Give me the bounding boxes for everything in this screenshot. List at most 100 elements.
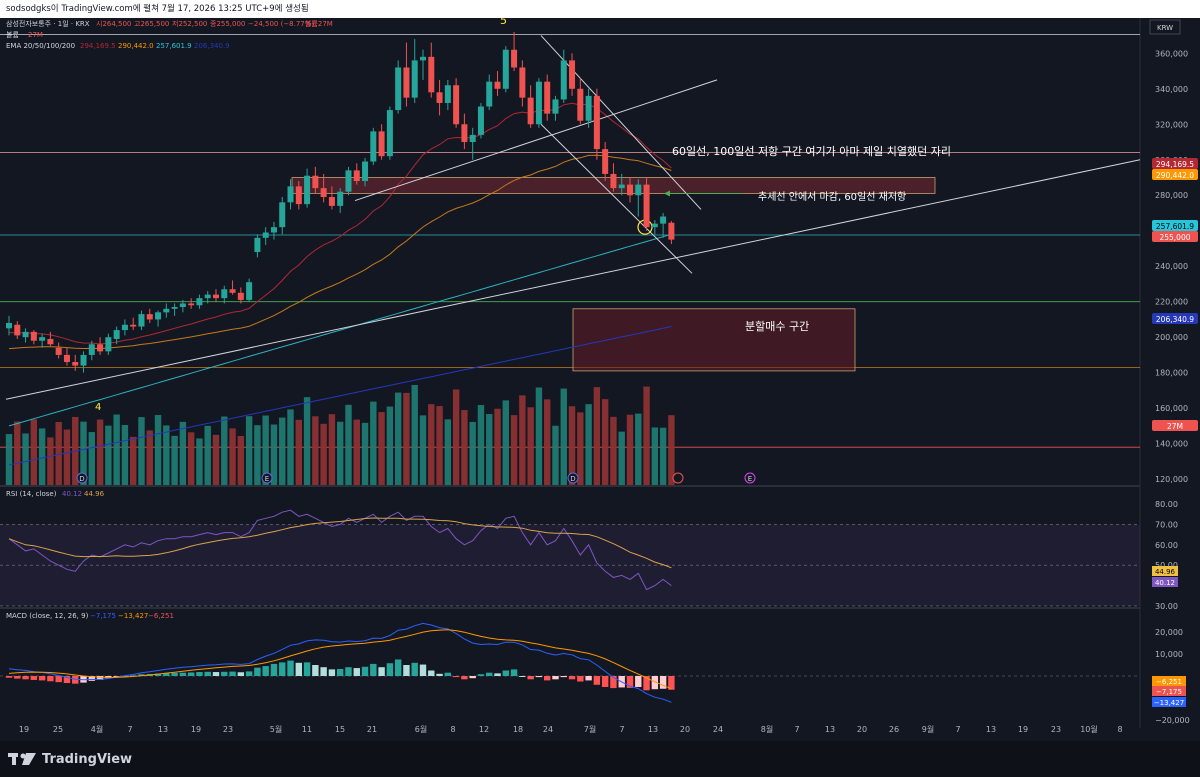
volume-bar: [295, 419, 302, 485]
main-chart-svg[interactable]: 19 25 4월 7 13 19 23 5월 11 15 21 6월 8 12 18 24 7월 7 13 20 24 8…: [0, 18, 1200, 741]
candle-body: [328, 197, 335, 206]
time-tick-label: 7월: [584, 724, 596, 734]
volume-bar: [668, 415, 675, 485]
macd-histogram-bar: [444, 672, 452, 676]
macd-histogram-bar: [593, 676, 601, 685]
macd-histogram-bar: [295, 662, 302, 676]
time-tick-label: 13: [158, 725, 168, 734]
volume-bar: [171, 435, 178, 485]
event-marker-label: E: [265, 475, 269, 483]
candle-body: [353, 170, 360, 182]
volume-bar: [436, 406, 443, 485]
price-tick-label: 320,000: [1155, 120, 1188, 129]
candle-body: [502, 49, 509, 89]
time-tick-label: 15: [335, 725, 345, 734]
macd-histogram-bar: [30, 676, 38, 680]
event-marker: D: [567, 472, 579, 484]
candle-body: [163, 308, 170, 313]
time-tick-label: 10월: [1080, 724, 1098, 734]
time-tick-label: 18: [513, 725, 523, 734]
wave-label-5: 5: [500, 18, 507, 27]
volume-bar: [643, 386, 650, 485]
macd-histogram-bar: [245, 671, 253, 676]
time-tick-label: 11: [302, 725, 312, 734]
candle-body: [345, 170, 352, 192]
macd-histogram-bar: [419, 664, 427, 676]
macd-histogram-bar: [337, 668, 344, 676]
macd-histogram-bar: [221, 671, 228, 676]
event-marker-circle: [261, 472, 273, 484]
volume-bar: [212, 434, 220, 485]
price-tick-label: 120,000: [1155, 475, 1188, 484]
caption-text: sodsodgks이 TradingView.com에 펼쳐 7월 17, 20…: [6, 4, 309, 14]
candle-body: [155, 312, 162, 320]
ema-value: 206,340.9: [194, 42, 230, 50]
time-tick-label: 4월: [91, 724, 103, 734]
volume-bar: [535, 387, 543, 485]
price-badge-text: 27M: [1167, 422, 1183, 431]
time-tick-label: 6월: [415, 724, 427, 734]
candle-body: [295, 186, 302, 205]
time-tick-label: 13: [648, 725, 658, 734]
macd-histogram-bar: [229, 671, 236, 676]
macd-histogram-bar: [403, 665, 410, 676]
candle-body: [105, 337, 112, 352]
chart-background: [0, 18, 1200, 741]
candle-body: [411, 60, 418, 98]
candle-body: [237, 292, 244, 300]
volume-bar: [88, 432, 95, 485]
macd-histogram-bar: [370, 663, 377, 676]
macd-histogram-bar: [72, 676, 79, 684]
macd-histogram-bar: [279, 662, 286, 676]
volume-bar: [270, 424, 278, 485]
candle-body: [72, 362, 79, 366]
volume-bar: [96, 419, 104, 485]
candle-body: [138, 314, 145, 327]
event-marker-circle: [76, 472, 88, 484]
candle-body: [386, 110, 393, 157]
volume-bar: [22, 433, 29, 485]
macd-histogram-bar: [270, 663, 278, 676]
macd-histogram-bar: [394, 659, 402, 676]
candle-body: [651, 223, 658, 228]
macd-label: MACD (close, 12, 26, 9): [6, 612, 89, 620]
time-tick-label: 21: [367, 725, 377, 734]
macd-signal-line: [8, 629, 672, 690]
macd-histogram-bar: [262, 666, 269, 676]
macd-histogram-bar: [353, 668, 360, 676]
macd-histogram-bar: [287, 660, 294, 676]
macd-histogram-bar: [163, 673, 170, 676]
volume-bar: [428, 404, 435, 485]
candle-body: [569, 60, 576, 89]
volume-bar: [502, 400, 509, 485]
time-tick-label: 24: [713, 725, 723, 734]
candle-body: [171, 307, 178, 309]
tradingview-logo[interactable]: TradingView: [8, 751, 132, 767]
candle-body: [494, 81, 501, 89]
macd-histogram-bar: [386, 663, 394, 676]
price-badge: [1152, 420, 1198, 431]
volume-bar: [204, 425, 211, 485]
volume-bar: [403, 392, 410, 485]
rsi-badge-text: 40.12: [1155, 579, 1175, 587]
buy-zone-label: 분할매수 구간: [745, 320, 809, 333]
macd-histogram-bar: [486, 672, 493, 676]
candle-body: [618, 184, 625, 189]
candle-body: [469, 134, 476, 143]
rsi-tick-label: 80.00: [1155, 500, 1178, 509]
rsi-label: RSI (14, close): [6, 490, 57, 498]
volume-bar: [635, 413, 642, 485]
volume-bar: [544, 399, 551, 485]
time-tick-label: 25: [53, 725, 63, 734]
rsi-tick-label: 30.00: [1155, 602, 1178, 611]
macd-histogram-bar: [312, 665, 319, 676]
macd-histogram-bar: [212, 672, 220, 676]
macd-badge: [1152, 697, 1186, 707]
macd-histogram-bar: [626, 676, 634, 688]
arrow-head: [664, 190, 670, 197]
macd-histogram-bar: [171, 672, 178, 676]
long-trendline: [5, 159, 1141, 400]
event-marker-label: D: [570, 475, 575, 483]
event-marker-circle: [567, 472, 579, 484]
